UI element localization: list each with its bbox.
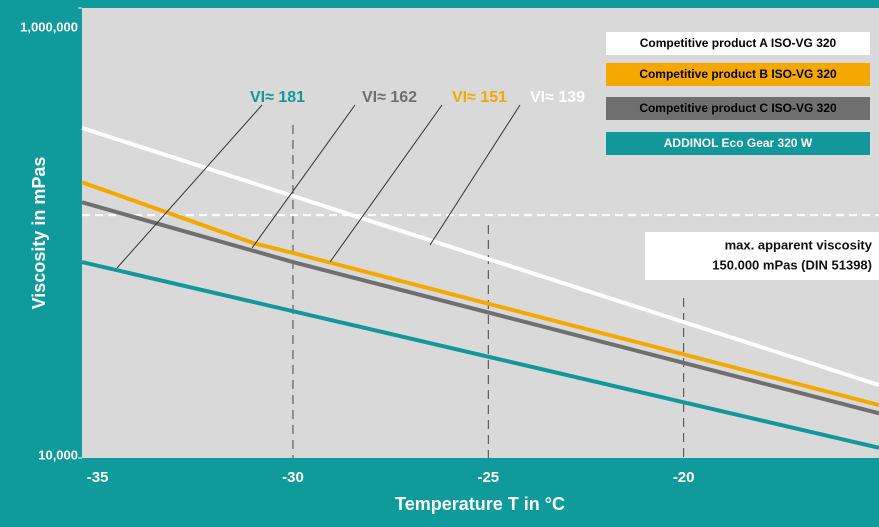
x-tick-label: -35 bbox=[87, 469, 109, 486]
series-line bbox=[81, 180, 879, 407]
legend-label: ADDINOL Eco Gear 320 W bbox=[664, 136, 813, 150]
series-line bbox=[81, 200, 879, 416]
x-tick-label: -25 bbox=[477, 469, 499, 486]
x-tick-label: -20 bbox=[673, 469, 695, 486]
legend-swatch bbox=[606, 97, 870, 120]
y-axis-title: Viscosity in mPas bbox=[29, 157, 49, 310]
annotation: VI≈ 151 bbox=[452, 89, 507, 106]
legend-swatch bbox=[606, 132, 870, 155]
leader-line bbox=[329, 104, 443, 263]
annotation: VI≈ 162 bbox=[362, 89, 417, 106]
series-line bbox=[81, 126, 879, 387]
x-axis-title: Temperature T in °C bbox=[395, 494, 565, 514]
threshold-label-box bbox=[645, 232, 879, 280]
y-tick-label: 1,000,000 bbox=[20, 19, 78, 34]
legend-swatch bbox=[606, 32, 870, 55]
legend-label: Competitive product C ISO-VG 320 bbox=[639, 101, 837, 115]
x-tick-label: -30 bbox=[282, 469, 304, 486]
legend-swatch bbox=[606, 63, 870, 86]
y-tick-label: 10,000 bbox=[38, 447, 78, 462]
legend-label: Competitive product B ISO-VG 320 bbox=[639, 67, 837, 81]
annotation: VI≈ 139 bbox=[530, 89, 585, 106]
legend-label: Competitive product A ISO-VG 320 bbox=[640, 36, 837, 50]
threshold-label: 150.000 mPas (DIN 51398) bbox=[712, 257, 872, 272]
leader-line bbox=[429, 104, 521, 246]
annotation: VI≈ 181 bbox=[250, 89, 305, 106]
leader-line bbox=[116, 104, 263, 269]
leader-line bbox=[251, 104, 356, 249]
series-line bbox=[81, 260, 879, 450]
threshold-label: max. apparent viscosity bbox=[725, 237, 873, 252]
